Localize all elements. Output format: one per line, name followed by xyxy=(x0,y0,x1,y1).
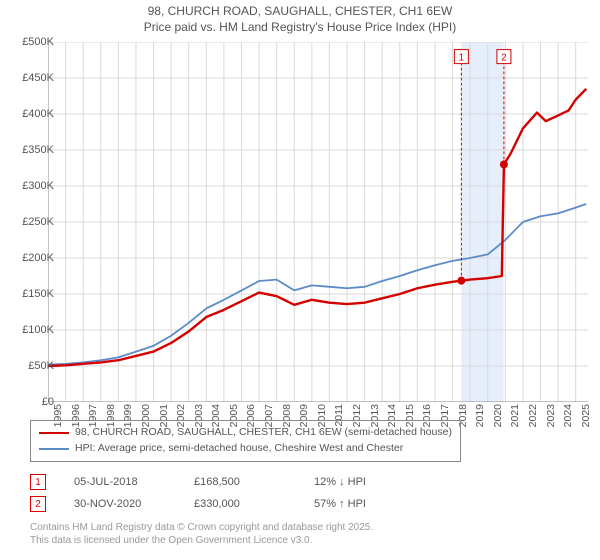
x-tick-label: 2022 xyxy=(527,404,539,427)
y-tick-label: £50K xyxy=(8,360,54,372)
x-tick-label: 2019 xyxy=(474,404,486,427)
y-tick-label: £450K xyxy=(8,72,54,84)
footnote: Contains HM Land Registry data © Crown c… xyxy=(30,522,373,547)
y-tick-label: £400K xyxy=(8,108,54,120)
y-tick-label: £150K xyxy=(8,288,54,300)
price-chart: 12 xyxy=(48,42,588,402)
title-line-2: Price paid vs. HM Land Registry's House … xyxy=(0,20,600,36)
svg-text:2: 2 xyxy=(501,53,507,64)
x-tick-label: 2025 xyxy=(580,404,592,427)
event-marker-2: 2 xyxy=(30,496,46,512)
x-tick-label: 2020 xyxy=(492,404,504,427)
event-price-2: £330,000 xyxy=(194,498,314,510)
footnote-line-1: Contains HM Land Registry data © Crown c… xyxy=(30,522,373,535)
legend-label-property: 98, CHURCH ROAD, SAUGHALL, CHESTER, CH1 … xyxy=(75,425,452,441)
legend-row-property: 98, CHURCH ROAD, SAUGHALL, CHESTER, CH1 … xyxy=(39,425,452,441)
event-marker-1: 1 xyxy=(30,474,46,490)
event-diff-2: 57% ↑ HPI xyxy=(314,498,434,510)
sale-events: 1 05-JUL-2018 £168,500 12% ↓ HPI 2 30-NO… xyxy=(30,474,434,518)
y-tick-label: £300K xyxy=(8,180,54,192)
y-tick-label: £250K xyxy=(8,216,54,228)
y-tick-label: £0 xyxy=(8,396,54,408)
legend-swatch-hpi xyxy=(39,448,69,450)
legend-swatch-property xyxy=(39,432,69,434)
legend-label-hpi: HPI: Average price, semi-detached house,… xyxy=(75,441,403,457)
event-row-1: 1 05-JUL-2018 £168,500 12% ↓ HPI xyxy=(30,474,434,490)
event-date-1: 05-JUL-2018 xyxy=(74,476,194,488)
y-tick-label: £500K xyxy=(8,36,54,48)
y-tick-label: £350K xyxy=(8,144,54,156)
event-price-1: £168,500 xyxy=(194,476,314,488)
y-tick-label: £100K xyxy=(8,324,54,336)
legend: 98, CHURCH ROAD, SAUGHALL, CHESTER, CH1 … xyxy=(30,420,461,462)
x-tick-label: 2024 xyxy=(562,404,574,427)
title-line-1: 98, CHURCH ROAD, SAUGHALL, CHESTER, CH1 … xyxy=(0,4,600,20)
event-date-2: 30-NOV-2020 xyxy=(74,498,194,510)
svg-text:1: 1 xyxy=(459,53,465,64)
event-row-2: 2 30-NOV-2020 £330,000 57% ↑ HPI xyxy=(30,496,434,512)
event-diff-1: 12% ↓ HPI xyxy=(314,476,434,488)
y-tick-label: £200K xyxy=(8,252,54,264)
legend-row-hpi: HPI: Average price, semi-detached house,… xyxy=(39,441,452,457)
chart-title-block: 98, CHURCH ROAD, SAUGHALL, CHESTER, CH1 … xyxy=(0,0,600,35)
x-tick-label: 2023 xyxy=(545,404,557,427)
footnote-line-2: This data is licensed under the Open Gov… xyxy=(30,535,373,548)
x-tick-label: 2021 xyxy=(509,404,521,427)
